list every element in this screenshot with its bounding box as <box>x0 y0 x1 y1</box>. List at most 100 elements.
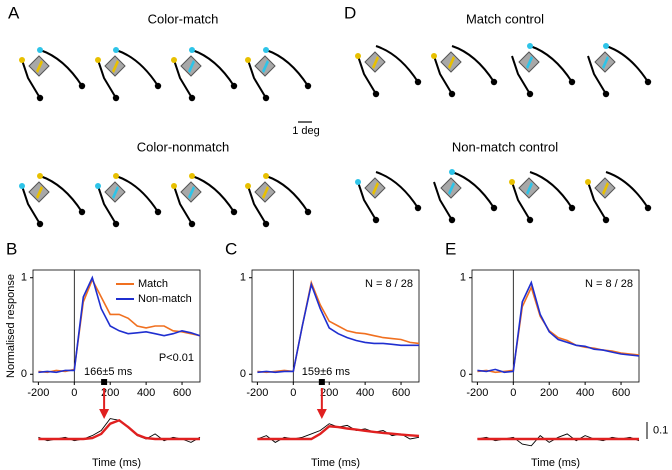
y-tick-label: 1 <box>240 272 246 284</box>
stimulus-dot <box>171 183 177 189</box>
line-series <box>477 285 640 374</box>
stimulus-dot <box>37 173 43 179</box>
plot-frame <box>251 269 420 383</box>
stimulus-line <box>511 181 531 221</box>
stimulus-stripe <box>448 182 455 195</box>
stimulus-dot <box>449 169 455 175</box>
legend-label: Match <box>138 278 168 290</box>
line-series <box>257 279 420 374</box>
x-tick-label: 0 <box>510 387 516 399</box>
stimulus-line <box>97 185 117 225</box>
stimulus-dot <box>585 179 591 185</box>
stimulus-line <box>511 55 531 95</box>
stimulus-line <box>433 55 453 95</box>
stimulus-dot <box>245 183 251 189</box>
stimulus-line <box>39 175 83 213</box>
latency-label: 159±6 ms <box>302 366 351 378</box>
stimulus-dot <box>36 220 44 228</box>
x-axis-label: Time (ms) <box>92 457 141 469</box>
panel-title: Color-match <box>148 11 219 26</box>
stimulus <box>585 171 652 224</box>
stimulus-dot <box>526 90 534 98</box>
stimulus <box>19 173 86 228</box>
panel-title: Match control <box>466 11 544 26</box>
stimulus-dot <box>509 179 515 185</box>
stimulus-dot <box>189 173 195 179</box>
stimulus-stripe <box>372 56 379 69</box>
panel-letter: E <box>445 239 456 258</box>
stimulus-dot <box>602 90 610 98</box>
stimulus-dot <box>414 78 422 86</box>
stimulus <box>511 43 576 98</box>
stimulus-stripe <box>112 60 119 73</box>
stimulus-dot <box>37 47 43 53</box>
stimulus-line <box>115 49 159 87</box>
x-tick-label: 400 <box>356 387 374 399</box>
stimulus-dot <box>78 208 86 216</box>
stimulus-stripe <box>262 60 269 73</box>
stimulus-dot <box>527 43 533 49</box>
stimulus-stripe <box>602 56 609 69</box>
stimulus-line <box>605 171 649 209</box>
stimulus-dot <box>95 57 101 63</box>
panel-letter: C <box>225 239 237 258</box>
line-series <box>257 281 419 374</box>
stimulus <box>19 47 86 102</box>
x-tick-label: 600 <box>612 387 630 399</box>
stimulus-dot <box>355 53 361 59</box>
y-tick-label: 0 <box>21 368 27 380</box>
stimulus <box>433 169 498 224</box>
panel-letter: B <box>6 239 17 258</box>
x-tick-label: 0 <box>71 387 77 399</box>
stimulus-line <box>529 45 573 83</box>
stimulus <box>431 45 498 98</box>
stimulus-dot <box>490 78 498 86</box>
line-series <box>38 277 201 374</box>
stimulus-line <box>357 181 377 221</box>
stimulus-line <box>265 175 309 213</box>
y-axis-label: Normalised response <box>5 274 17 378</box>
stimulus-dot <box>263 47 269 53</box>
stimulus-dot <box>154 82 162 90</box>
stimulus-stripe <box>262 186 269 199</box>
x-tick-label: 0 <box>290 387 296 399</box>
stimulus-dot <box>372 90 380 98</box>
x-tick-label: -200 <box>27 387 49 399</box>
stimulus-line <box>173 185 193 225</box>
stimulus-dot <box>245 57 251 63</box>
annotation: N = 8 / 28 <box>585 278 633 290</box>
stimulus-dot <box>95 183 101 189</box>
stimulus-line <box>451 171 495 209</box>
stimulus-dot <box>19 57 25 63</box>
panel-title: Non-match control <box>452 139 558 154</box>
stimulus-line <box>173 59 193 99</box>
stimulus-line <box>115 175 159 213</box>
stimulus-dot <box>448 216 456 224</box>
stimulus-dot <box>113 47 119 53</box>
stimulus-dot <box>113 173 119 179</box>
stimulus-line <box>247 59 267 99</box>
stimulus-dot <box>355 179 361 185</box>
x-tick-label: 200 <box>540 387 558 399</box>
stimulus-dot <box>262 94 270 102</box>
stimulus-dot <box>230 82 238 90</box>
stimulus <box>587 43 652 98</box>
stimulus-stripe <box>448 56 455 69</box>
y-tick-label: 1 <box>460 272 466 284</box>
latency-marker <box>101 379 108 385</box>
stimulus-line <box>21 59 41 99</box>
stimulus-dot <box>189 47 195 53</box>
panel-letter: D <box>344 3 356 22</box>
x-tick-label: -200 <box>246 387 268 399</box>
panel-letter: A <box>8 3 20 22</box>
stimulus-stripe <box>526 56 533 69</box>
stimulus-line <box>191 175 235 213</box>
stimulus-dot <box>230 208 238 216</box>
stimulus-dot <box>372 216 380 224</box>
stimulus-dot <box>526 216 534 224</box>
stimulus <box>355 171 422 224</box>
stimulus-dot <box>262 220 270 228</box>
scale-label: 0.1 <box>653 424 668 436</box>
stimulus <box>245 47 312 102</box>
stimulus-dot <box>78 82 86 90</box>
